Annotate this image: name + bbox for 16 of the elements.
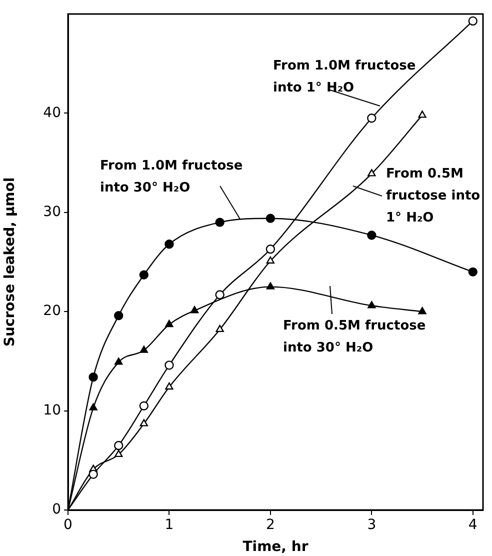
x-tick-label: 0 <box>64 517 72 534</box>
x-tick-label: 4 <box>468 517 478 534</box>
x-axis-title: Time, hr <box>242 539 308 556</box>
series-label: From 0.5M fructose into 30° H₂O <box>283 318 426 356</box>
series-label: From 1.0M fructose into 30° H₂O <box>100 158 243 196</box>
legend-label: From 0.5M fructose into 1° H₂O <box>386 166 480 226</box>
y-axis-title: Sucrose leaked, µmol <box>2 177 18 347</box>
y-tick-label: 10 <box>43 402 61 418</box>
y-tick-label: 20 <box>43 303 61 320</box>
series-label: From 1.0M fructose into 1° H₂O <box>273 58 416 96</box>
y-tick-label: 40 <box>43 104 61 121</box>
y-tick-label: 30 <box>43 204 61 220</box>
x-tick-label: 2 <box>266 517 275 534</box>
y-tick-label: 0 <box>52 502 61 518</box>
x-tick-label: 1 <box>164 517 174 534</box>
x-tick-label: 3 <box>367 517 376 534</box>
